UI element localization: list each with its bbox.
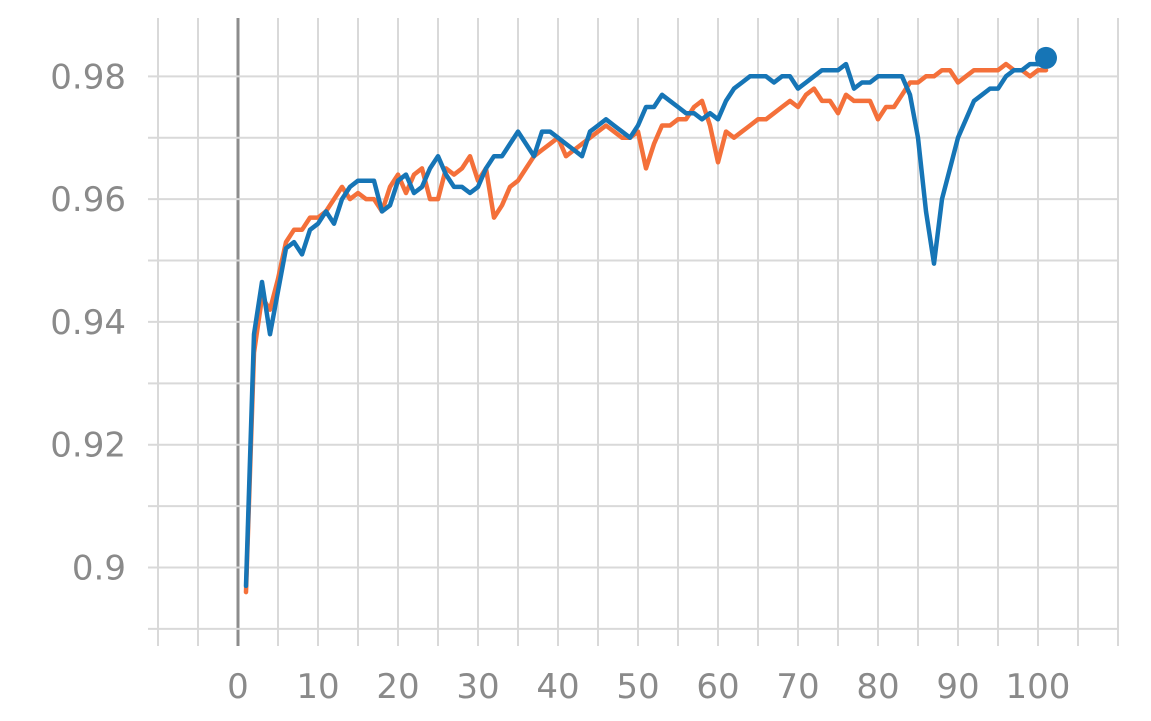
x-tick-label: 20	[376, 667, 419, 707]
series-line-2	[243, 55, 1049, 589]
y-tick-label: 0.96	[50, 180, 126, 220]
x-tick-label: 100	[1006, 667, 1071, 707]
series-line-1	[243, 61, 1049, 595]
x-tick-label: 50	[616, 667, 659, 707]
series-lines	[243, 55, 1049, 595]
y-tick-label: 0.92	[50, 426, 126, 466]
x-axis-tick-labels: 0 10 20 30 40 50 60 70 80 90 100	[227, 667, 1070, 707]
y-tick-label: 0.9	[72, 549, 126, 589]
x-tick-label: 90	[936, 667, 979, 707]
x-tick-label: 60	[696, 667, 739, 707]
x-tick-label: 40	[536, 667, 579, 707]
x-tick-label: 80	[856, 667, 899, 707]
y-tick-label: 0.94	[50, 303, 126, 343]
markers	[1035, 46, 1057, 69]
y-tick-label: 0.98	[50, 57, 126, 97]
x-tick-label: 0	[227, 667, 249, 707]
x-tick-label: 70	[776, 667, 819, 707]
y-axis-tick-labels: 0.9 0.92 0.94 0.96 0.98	[50, 57, 126, 588]
x-tick-label: 10	[296, 667, 339, 707]
x-tick-label: 30	[456, 667, 499, 707]
series-end-marker	[1035, 46, 1057, 69]
grid	[148, 18, 1119, 646]
